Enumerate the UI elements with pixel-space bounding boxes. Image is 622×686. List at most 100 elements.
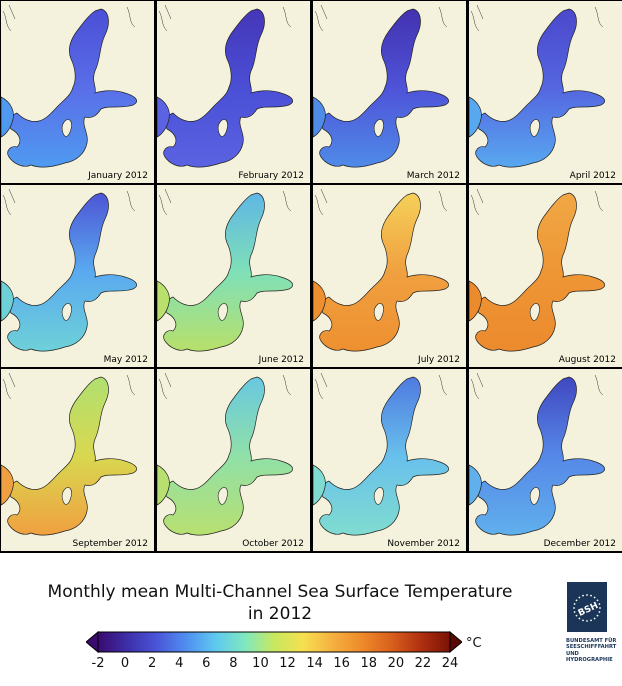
coastline-detail <box>470 4 604 32</box>
sea-temperature-map <box>469 372 605 536</box>
panel-month-label: June 2012 <box>258 355 304 365</box>
sea-temperature-map <box>469 4 605 168</box>
north-sea-edge <box>157 280 170 322</box>
logo-star <box>578 617 581 620</box>
sea-temperature-map <box>469 188 605 352</box>
island <box>373 303 384 321</box>
colorbar-right-arrow <box>449 631 462 653</box>
sea-temperature-map <box>157 188 293 352</box>
map-panel: April 2012 <box>469 1 622 183</box>
logo-star <box>596 614 599 617</box>
island <box>217 487 228 505</box>
logo-text-line: SEESCHIFFFAHRT <box>566 644 617 651</box>
logo-star <box>596 599 599 602</box>
logo-star <box>578 596 581 599</box>
baltic-sea <box>319 192 449 352</box>
map-panel: December 2012 <box>469 369 622 551</box>
logo-star <box>590 594 592 597</box>
baltic-sea <box>319 376 449 536</box>
map-panel: October 2012 <box>157 369 310 551</box>
coastline-detail <box>2 372 136 400</box>
island <box>61 119 72 137</box>
colorbar-left-arrow <box>86 631 99 653</box>
north-sea-edge <box>157 464 170 506</box>
panel-month-label: April 2012 <box>569 171 616 181</box>
island <box>373 119 384 137</box>
baltic-sea <box>319 8 449 168</box>
coastline-detail <box>2 188 136 216</box>
baltic-sea <box>7 192 137 352</box>
baltic-sea <box>163 8 293 168</box>
colorbar-tick-label: 20 <box>387 656 405 671</box>
map-panel: June 2012 <box>157 185 310 367</box>
island <box>217 119 228 137</box>
colorbar <box>86 631 462 653</box>
coastline-detail <box>158 4 292 32</box>
panel-month-label: December 2012 <box>543 539 616 549</box>
logo-star <box>573 611 576 613</box>
title-line-1: Monthly mean Multi-Channel Sea Surface T… <box>47 582 513 602</box>
baltic-sea <box>475 376 605 536</box>
baltic-sea <box>475 8 605 168</box>
sea-temperature-map <box>1 4 137 168</box>
island <box>61 487 72 505</box>
logo-star <box>575 614 578 617</box>
map-panel: February 2012 <box>157 1 310 183</box>
logo-star <box>586 620 588 622</box>
panel-month-label: November 2012 <box>387 539 460 549</box>
bsh-logo-letters: BSH <box>577 601 600 619</box>
north-sea-edge <box>1 464 14 506</box>
coastline-detail <box>2 4 136 32</box>
colorbar-tick-label: 24 <box>441 656 459 671</box>
north-sea-edge <box>313 280 326 322</box>
logo-star <box>573 603 576 605</box>
colorbar-bar <box>97 631 451 653</box>
panel-month-label: May 2012 <box>103 355 148 365</box>
sea-temperature-map <box>313 372 449 536</box>
map-panel: January 2012 <box>1 1 154 183</box>
north-sea-edge <box>157 96 170 138</box>
island <box>373 487 384 505</box>
logo-star <box>593 617 596 620</box>
colorbar-tick-label: 4 <box>175 656 184 671</box>
baltic-sea <box>475 192 605 352</box>
north-sea-edge <box>1 96 14 138</box>
panel-month-label: August 2012 <box>558 355 616 365</box>
colorbar-tick-label: 16 <box>333 656 350 671</box>
logo-star <box>598 611 601 613</box>
north-sea-edge <box>469 464 482 506</box>
bsh-logo-mark: BSH <box>573 594 601 622</box>
colorbar-tick-label: 2 <box>148 656 157 671</box>
figure-title: Monthly mean Multi-Channel Sea Surface T… <box>0 581 560 625</box>
colorbar-tick-label: 8 <box>229 656 238 671</box>
panel-month-label: September 2012 <box>72 539 148 549</box>
north-sea-edge <box>313 96 326 138</box>
sea-temperature-map <box>1 188 137 352</box>
island <box>217 303 228 321</box>
baltic-sea <box>163 192 293 352</box>
north-sea-edge <box>469 280 482 322</box>
logo-star <box>582 594 584 597</box>
north-sea-edge <box>1 280 14 322</box>
coastline-detail <box>158 372 292 400</box>
logo-star <box>593 596 596 599</box>
logo-star <box>575 599 578 602</box>
logo-star <box>590 619 592 622</box>
logo-text-line: UND <box>566 650 579 657</box>
panel-month-label: January 2012 <box>88 171 148 181</box>
logo-text-line: BUNDESAMT FÜR <box>566 638 617 644</box>
title-line-2: in 2012 <box>247 604 313 624</box>
panel-month-label: March 2012 <box>406 171 460 181</box>
logo-text-line: HYDROGRAPHIE <box>566 657 613 664</box>
logo-star <box>599 607 601 609</box>
sea-temperature-map <box>313 188 449 352</box>
panel-month-label: July 2012 <box>418 355 460 365</box>
bsh-logo-text: BUNDESAMT FÜR SEESCHIFFFAHRT UND HYDROGRAPH… <box>566 638 622 664</box>
coastline-detail <box>470 188 604 216</box>
panel-month-label: October 2012 <box>242 539 304 549</box>
map-panel: May 2012 <box>1 185 154 367</box>
island <box>529 119 540 137</box>
sea-temperature-map <box>157 4 293 168</box>
north-sea-edge <box>313 464 326 506</box>
colorbar-tick-label: 18 <box>360 656 378 671</box>
